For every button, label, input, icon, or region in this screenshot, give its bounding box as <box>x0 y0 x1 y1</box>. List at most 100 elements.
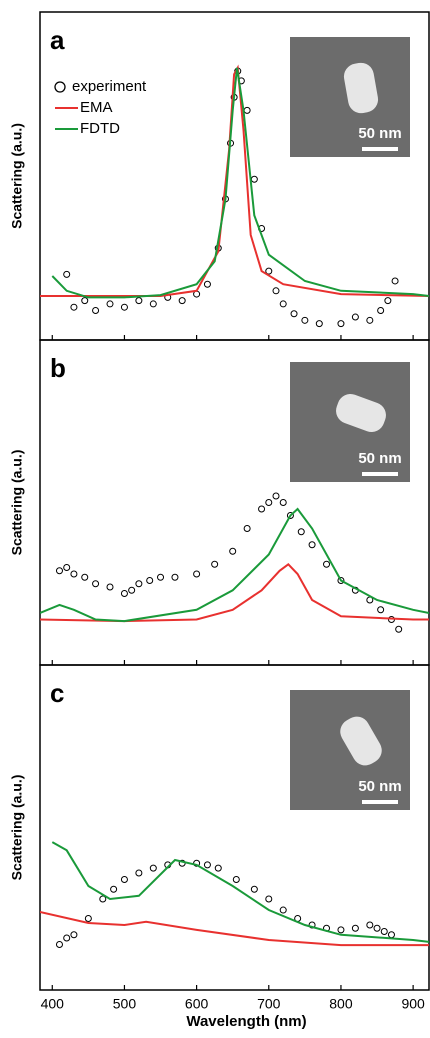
plot-data <box>40 841 429 948</box>
data-point <box>81 297 89 305</box>
data-point <box>265 895 273 903</box>
y-axis-label: Scattering (a.u.) <box>9 123 25 229</box>
data-point <box>214 864 222 872</box>
data-point <box>384 297 392 305</box>
data-point <box>70 303 78 311</box>
panel-label: c <box>50 678 64 708</box>
data-point <box>128 586 136 594</box>
data-point <box>286 512 294 519</box>
data-point <box>63 564 71 571</box>
plot-data <box>40 492 429 633</box>
data-point <box>308 921 316 929</box>
data-point <box>243 106 251 114</box>
x-tick-label: 500 <box>113 996 137 1012</box>
data-point <box>323 560 331 568</box>
data-point <box>106 583 114 591</box>
data-point <box>279 499 287 506</box>
data-point <box>92 306 100 314</box>
data-point <box>211 560 219 568</box>
data-point <box>55 941 63 948</box>
legend-label: EMA <box>80 99 113 116</box>
y-axis-label: Scattering (a.u.) <box>9 450 25 556</box>
data-point <box>250 885 258 893</box>
data-point <box>135 297 143 305</box>
x-tick-label: 700 <box>257 996 281 1012</box>
data-point <box>250 175 258 183</box>
data-point <box>146 577 154 584</box>
data-point <box>351 313 359 321</box>
series-line <box>40 562 429 623</box>
data-point <box>149 864 157 872</box>
data-point <box>193 570 201 578</box>
legend-label: FDTD <box>80 120 120 137</box>
data-point <box>380 928 388 935</box>
data-point <box>377 606 385 614</box>
series-line <box>40 507 429 623</box>
series-line <box>51 841 429 943</box>
data-point <box>387 931 395 939</box>
data-point <box>337 577 345 584</box>
data-point <box>70 931 78 939</box>
panel-label: b <box>50 353 66 383</box>
data-point <box>391 277 399 285</box>
data-point <box>265 499 273 506</box>
scale-bar-label: 50 nm <box>358 778 401 795</box>
x-tick-label: 600 <box>185 996 209 1012</box>
scale-bar-label: 50 nm <box>358 450 401 467</box>
data-point <box>55 567 63 575</box>
data-point <box>279 906 287 914</box>
data-point <box>272 287 280 295</box>
particle <box>336 394 386 432</box>
data-point <box>377 306 385 314</box>
data-point <box>315 320 323 328</box>
data-point <box>272 492 280 500</box>
x-tick-label: 800 <box>329 996 353 1012</box>
x-axis-label: Wavelength (nm) <box>186 1013 306 1030</box>
data-point <box>178 297 186 305</box>
data-point <box>258 505 266 513</box>
legend-label: experiment <box>72 78 147 95</box>
data-point <box>120 876 128 883</box>
series-line <box>40 911 429 947</box>
data-point <box>366 921 374 929</box>
data-point <box>171 573 179 581</box>
data-point <box>157 573 165 581</box>
data-point <box>110 885 118 893</box>
data-point <box>70 570 78 578</box>
data-point <box>99 895 107 903</box>
scale-bar-label: 50 nm <box>358 125 401 142</box>
data-point <box>63 934 71 942</box>
x-tick-label: 400 <box>41 996 65 1012</box>
panel-label: a <box>50 25 65 55</box>
data-point <box>203 280 211 288</box>
data-point <box>243 525 251 532</box>
data-point <box>232 876 240 883</box>
data-point <box>290 310 298 318</box>
particle <box>340 716 382 766</box>
particle <box>343 62 379 114</box>
data-point <box>351 924 359 932</box>
y-axis-label: Scattering (a.u.) <box>9 775 25 881</box>
data-point <box>106 300 114 308</box>
data-point <box>120 590 128 597</box>
series-line <box>51 67 429 299</box>
data-point <box>135 580 143 588</box>
data-point <box>279 300 287 308</box>
data-point <box>203 861 211 869</box>
data-point <box>373 924 381 932</box>
data-point <box>337 320 345 328</box>
data-point <box>135 869 143 877</box>
data-point <box>81 573 89 581</box>
data-point <box>395 625 403 633</box>
data-point <box>308 541 316 549</box>
data-point <box>265 267 273 275</box>
data-point <box>63 270 71 278</box>
data-point <box>301 316 309 324</box>
data-point <box>149 300 157 308</box>
data-point <box>366 316 374 324</box>
data-point <box>337 926 345 934</box>
data-point <box>297 528 305 536</box>
data-point <box>120 303 128 311</box>
